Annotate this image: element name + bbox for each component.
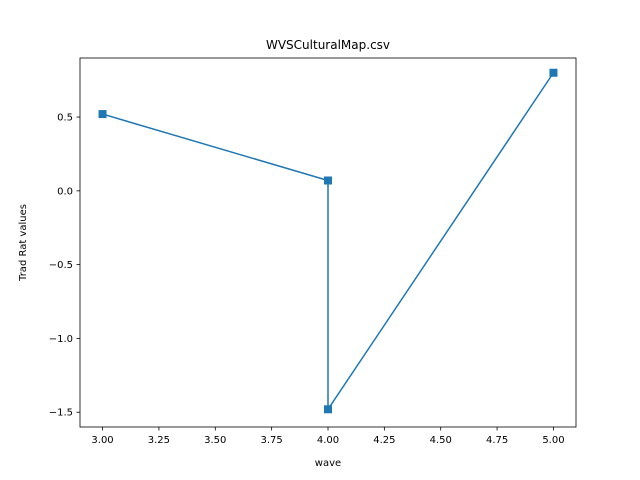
x-tick-label: 4.25	[373, 435, 395, 446]
plot-frame	[79, 57, 577, 428]
series-group	[98, 68, 558, 414]
x-tick-label: 4.75	[486, 435, 508, 446]
data-point-marker	[98, 110, 107, 119]
x-tick-label: 3.25	[148, 435, 170, 446]
x-tick-label: 3.75	[261, 435, 283, 446]
data-point-marker	[324, 176, 332, 185]
y-tick-label: −0.5	[49, 260, 73, 271]
x-axis-ticks: 3.00 3.25 3.50 3.75 4.00 4.25 4.50 4.75 5.00	[91, 427, 565, 446]
x-tick-label: 3.00	[91, 435, 113, 446]
x-tick-label: 3.50	[204, 435, 226, 446]
chart-title: WVSCulturalMap.csv	[266, 38, 390, 52]
x-tick-label: 4.50	[430, 435, 452, 446]
x-axis-label: wave	[315, 458, 341, 469]
y-tick-label: −1.0	[49, 334, 73, 345]
data-point-marker	[324, 405, 332, 414]
x-tick-label: 5.00	[542, 435, 564, 446]
data-point-marker	[549, 68, 558, 77]
y-tick-label: 0.0	[57, 186, 73, 197]
x-tick-label: 4.00	[317, 435, 339, 446]
y-axis-label: Trad Rat values	[18, 204, 29, 282]
y-tick-label: −1.5	[49, 408, 73, 419]
y-axis-ticks: −1.5 −1.0 −0.5 0.0 0.5	[49, 113, 80, 419]
y-tick-label: 0.5	[57, 113, 73, 124]
series-line	[102, 72, 555, 411]
